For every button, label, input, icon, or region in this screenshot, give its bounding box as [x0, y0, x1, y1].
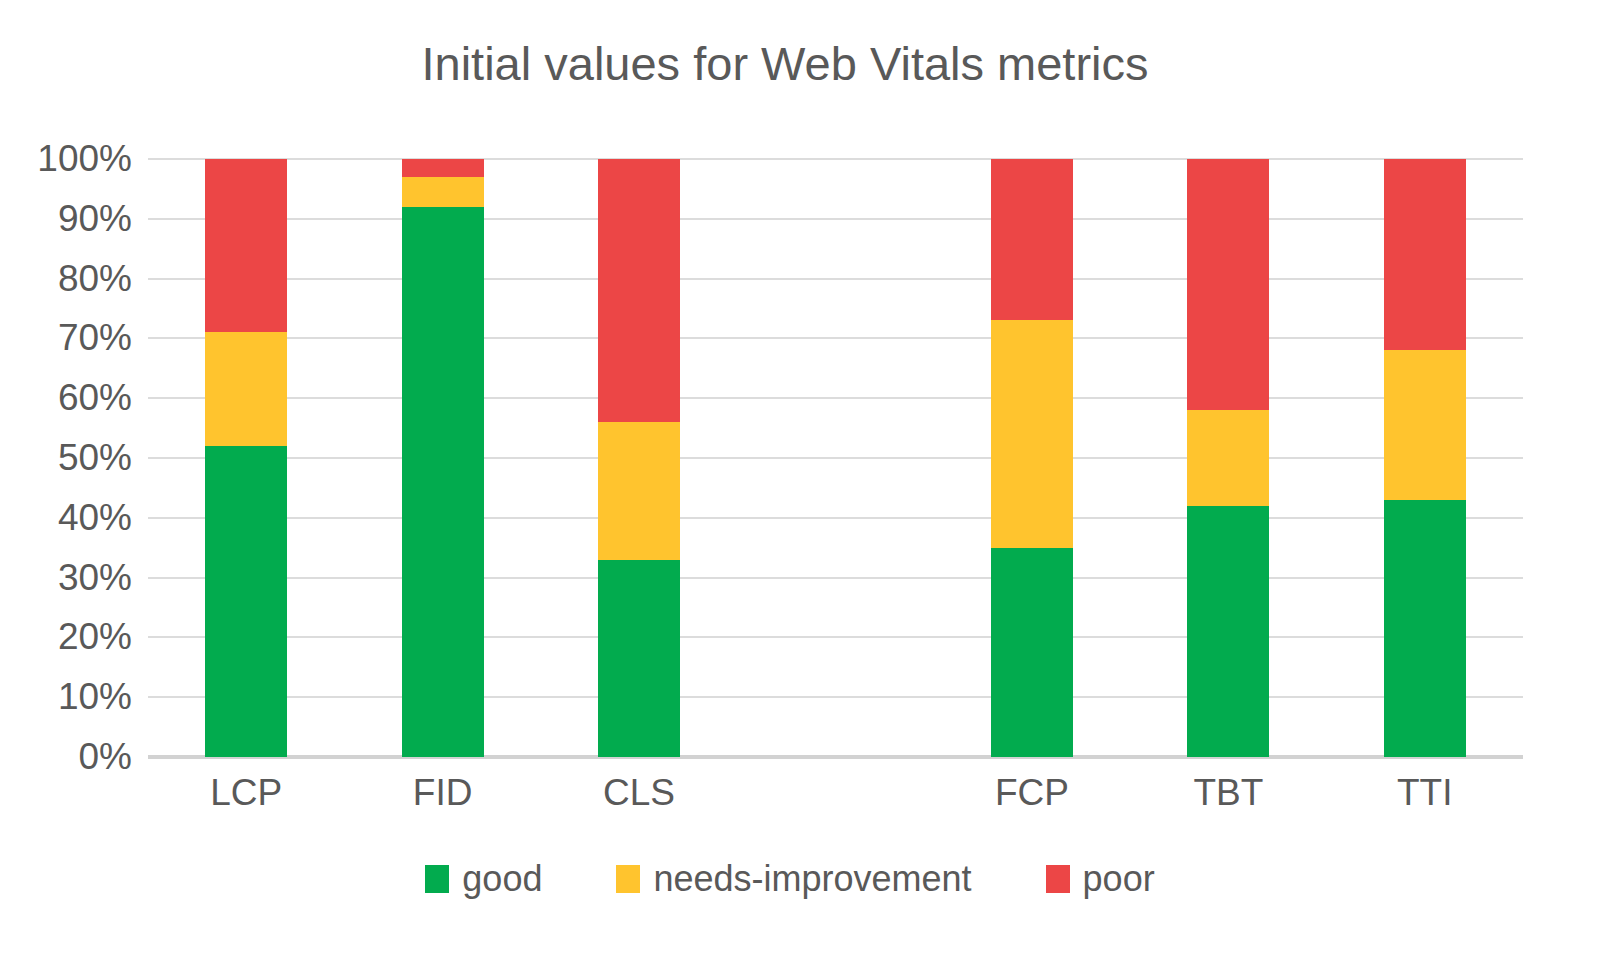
- bar-segment-good: [1187, 506, 1269, 757]
- x-axis-line: [148, 755, 1523, 759]
- x-axis-labels: LCPFIDCLS FCPTBTTTI: [148, 772, 1523, 814]
- bar-segment-needs-improvement: [205, 332, 287, 446]
- x-tick-label-empty: [737, 772, 933, 814]
- gridline: [148, 577, 1523, 579]
- bar-LCP: [205, 159, 287, 757]
- bar-segment-poor: [402, 159, 484, 177]
- bar-segment-good: [991, 548, 1073, 757]
- gridline: [148, 636, 1523, 638]
- gridline: [148, 158, 1523, 160]
- legend-item-needs-improvement: needs-improvement: [616, 856, 971, 902]
- gridline: [148, 218, 1523, 220]
- bar-FID: [402, 159, 484, 757]
- bar-segment-needs-improvement: [1187, 410, 1269, 506]
- bar-segment-needs-improvement: [1384, 350, 1466, 500]
- y-tick-label: 60%: [0, 376, 132, 420]
- y-axis-labels: 0%10%20%30%40%50%60%70%80%90%100%: [0, 159, 132, 757]
- x-tick-label-CLS: CLS: [541, 772, 737, 814]
- y-tick-label: 30%: [0, 556, 132, 600]
- bar-segment-needs-improvement: [402, 177, 484, 207]
- legend-label: good: [462, 856, 542, 902]
- y-tick-label: 50%: [0, 436, 132, 480]
- bar-segment-poor: [1187, 159, 1269, 410]
- gridline: [148, 457, 1523, 459]
- legend-swatch-needs-improvement-icon: [616, 865, 640, 893]
- bar-segment-good: [205, 446, 287, 757]
- bar-segment-good: [1384, 500, 1466, 757]
- gridline: [148, 337, 1523, 339]
- plot-area: [148, 159, 1523, 757]
- bar-segment-poor: [1384, 159, 1466, 350]
- legend-item-poor: poor: [1046, 856, 1155, 902]
- legend-swatch-poor-icon: [1046, 865, 1070, 893]
- x-tick-label-LCP: LCP: [148, 772, 344, 814]
- bar-segment-needs-improvement: [991, 320, 1073, 547]
- x-tick-label-TTI: TTI: [1327, 772, 1523, 814]
- x-tick-label-TBT: TBT: [1130, 772, 1326, 814]
- y-tick-label: 100%: [0, 137, 132, 181]
- bar-TTI: [1384, 159, 1466, 757]
- y-tick-label: 0%: [0, 735, 132, 779]
- y-tick-label: 10%: [0, 675, 132, 719]
- y-tick-label: 90%: [0, 197, 132, 241]
- y-tick-label: 80%: [0, 257, 132, 301]
- web-vitals-stacked-bar-chart: Initial values for Web Vitals metrics 0%…: [0, 0, 1600, 957]
- chart-title: Initial values for Web Vitals metrics: [0, 36, 1570, 91]
- legend-item-good: good: [425, 856, 542, 902]
- bar-segment-poor: [598, 159, 680, 422]
- legend-label: poor: [1083, 856, 1155, 902]
- bar-FCP: [991, 159, 1073, 757]
- bar-TBT: [1187, 159, 1269, 757]
- legend-swatch-good-icon: [425, 865, 449, 893]
- bar-segment-good: [598, 560, 680, 757]
- bar-segment-poor: [205, 159, 287, 332]
- bar-segment-poor: [991, 159, 1073, 320]
- gridline: [148, 397, 1523, 399]
- x-tick-label-FCP: FCP: [934, 772, 1130, 814]
- bar-CLS: [598, 159, 680, 757]
- legend-label: needs-improvement: [653, 856, 971, 902]
- legend: good needs-improvement poor: [0, 856, 1580, 902]
- x-tick-label-FID: FID: [344, 772, 540, 814]
- y-tick-label: 40%: [0, 496, 132, 540]
- gridline: [148, 696, 1523, 698]
- bar-segment-good: [402, 207, 484, 757]
- gridline: [148, 517, 1523, 519]
- bar-segment-needs-improvement: [598, 422, 680, 560]
- y-tick-label: 70%: [0, 316, 132, 360]
- y-tick-label: 20%: [0, 615, 132, 659]
- gridline: [148, 278, 1523, 280]
